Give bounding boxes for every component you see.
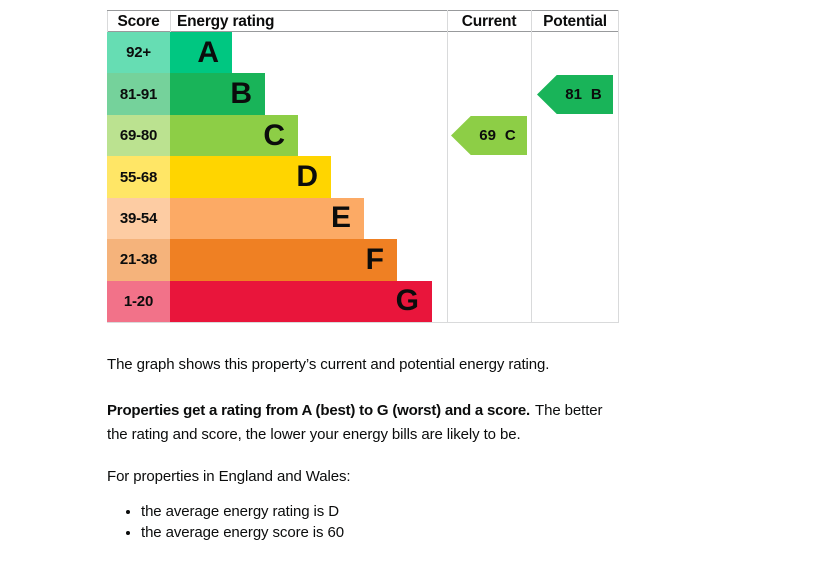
score-range-label: 21-38 <box>107 239 170 281</box>
rating-explanation-line1: Properties get a rating from A (best) to… <box>107 399 667 423</box>
band-bar-b: B <box>170 73 265 115</box>
band-row-e: 39-54 E <box>107 197 619 240</box>
grid-line <box>618 10 619 323</box>
band-row-f: 21-38 F <box>107 239 619 281</box>
band-bar-d: D <box>170 156 331 198</box>
score-range-label: 81-91 <box>107 73 170 115</box>
list-item: the average energy rating is D <box>141 501 667 522</box>
score-range-label: 55-68 <box>107 156 170 198</box>
band-bar-f: F <box>170 239 397 281</box>
band-row-c: 69-80 C <box>107 114 619 157</box>
score-range-label: 92+ <box>107 32 170 74</box>
band-rows: 92+ A 81-91 B 69-80 C 55-68 D 39-54 E 21-38 F 1-20 G <box>107 32 619 323</box>
band-bar-a: A <box>170 32 232 74</box>
score-range-label: 69-80 <box>107 114 170 157</box>
score-range-label: 1-20 <box>107 280 170 323</box>
band-row-g: 1-20 G <box>107 280 619 323</box>
chart-header-row: Score Energy rating Current Potential <box>107 10 619 33</box>
band-bar-c: C <box>170 114 298 157</box>
current-rating-letter: C <box>504 127 516 144</box>
band-bar-g: G <box>170 280 432 323</box>
rating-explanation-line2: the rating and score, the lower your ene… <box>107 426 521 443</box>
grid-line <box>170 11 171 33</box>
averages-list-container: the average energy rating is D the avera… <box>107 501 667 543</box>
band-row-a: 92+ A <box>107 32 619 74</box>
chart-description: The graph shows this property’s current … <box>107 356 550 373</box>
column-header-potential: Potential <box>543 12 607 30</box>
potential-score-value: 81 <box>565 86 582 103</box>
grid-line <box>107 322 619 323</box>
grid-line <box>531 10 532 323</box>
column-header-energy-rating: Energy rating <box>177 12 275 30</box>
averages-list: the average energy rating is D the avera… <box>107 501 667 543</box>
rating-explanation-rest: The better <box>535 402 603 419</box>
energy-rating-chart: Score Energy rating Current Potential 92… <box>107 10 619 323</box>
score-range-label: 39-54 <box>107 197 170 240</box>
column-header-score: Score <box>117 12 160 30</box>
grid-line <box>447 10 448 323</box>
england-wales-heading: For properties in England and Wales: <box>107 468 351 485</box>
band-bar-e: E <box>170 197 364 240</box>
list-item: the average energy score is 60 <box>141 522 667 543</box>
rating-explanation: Properties get a rating from A (best) to… <box>107 399 667 447</box>
rating-explanation-bold: Properties get a rating from A (best) to… <box>107 402 531 419</box>
current-score-value: 69 <box>479 127 496 144</box>
band-row-b: 81-91 B <box>107 73 619 115</box>
grid-line <box>107 11 108 33</box>
band-row-d: 55-68 D <box>107 156 619 198</box>
potential-rating-letter: B <box>590 86 602 103</box>
column-header-current: Current <box>461 12 517 30</box>
